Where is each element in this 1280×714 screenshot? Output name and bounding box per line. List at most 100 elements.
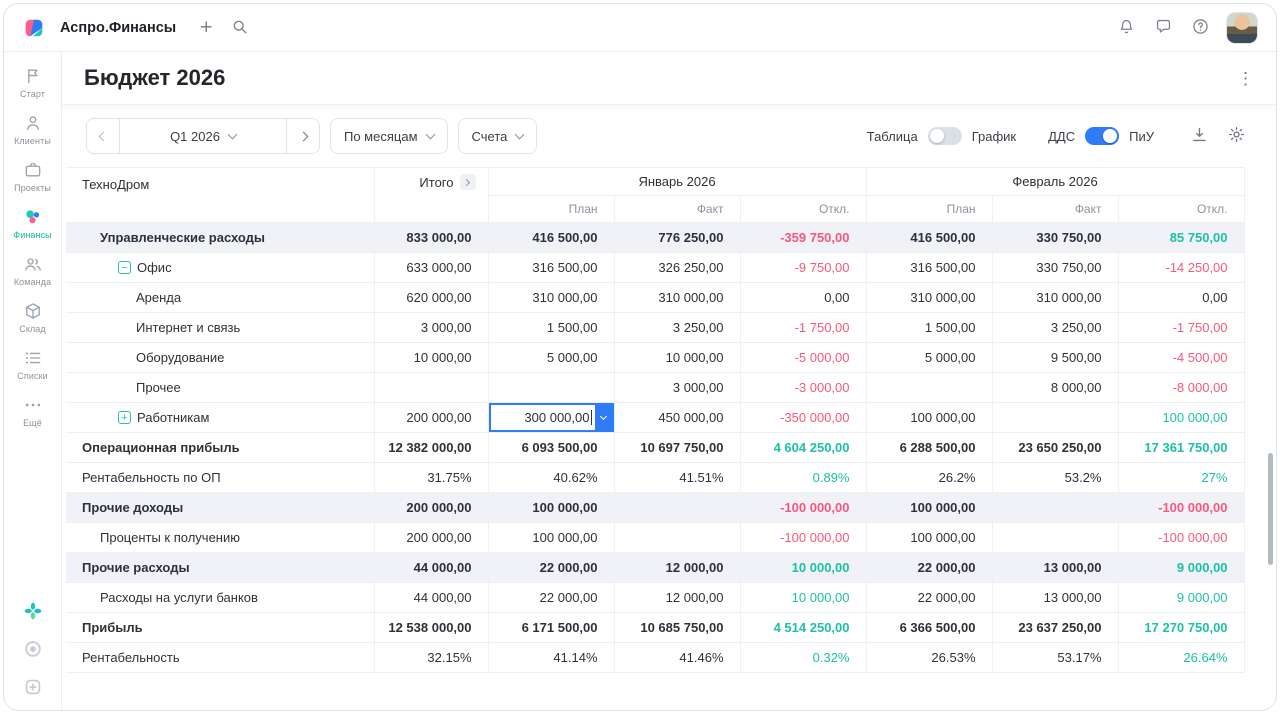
messages-button[interactable] [1152,15,1175,41]
sidebar-item-projects[interactable]: Проекты [6,154,60,199]
budget-cell[interactable] [374,372,489,403]
budget-cell[interactable] [992,402,1119,433]
sidebar-item-sklad[interactable]: Склад [6,295,60,340]
budget-cell[interactable]: 6 288 500,00 [866,432,993,463]
budget-cell[interactable]: 310 000,00 [866,282,993,313]
budget-cell[interactable]: 27% [1118,462,1245,493]
sidebar-item-more[interactable]: Ещё [6,389,60,434]
budget-cell[interactable]: 200 000,00 [374,402,489,433]
budget-cell[interactable]: 5 000,00 [866,342,993,373]
budget-cell[interactable]: 620 000,00 [374,282,489,313]
budget-cell[interactable]: 12 000,00 [614,552,741,583]
page-menu-button[interactable]: ⋮ [1237,70,1254,87]
budget-cell[interactable]: -14 250,00 [1118,252,1245,283]
budget-cell[interactable]: 416 500,00 [866,222,993,253]
budget-cell[interactable] [992,492,1119,523]
help-button[interactable] [1189,15,1212,41]
budget-cell[interactable]: 23 650 250,00 [992,432,1119,463]
budget-cell[interactable]: 0.32% [740,642,867,673]
view-toggle[interactable] [927,127,962,145]
budget-cell[interactable]: 26.64% [1118,642,1245,673]
budget-cell[interactable]: 100 000,00 [866,492,993,523]
budget-cell[interactable]: 0.89% [740,462,867,493]
budget-cell[interactable]: 776 250,00 [614,222,741,253]
budget-cell[interactable]: 53.17% [992,642,1119,673]
budget-cell[interactable] [488,372,615,403]
budget-cell[interactable]: 6 366 500,00 [866,612,993,643]
budget-cell[interactable]: 22 000,00 [866,552,993,583]
expand-row-button[interactable]: + [118,411,131,424]
budget-cell[interactable]: 10 000,00 [374,342,489,373]
budget-cell[interactable]: 100 000,00 [866,402,993,433]
budget-cell[interactable]: 17 270 750,00 [1118,612,1245,643]
budget-cell[interactable]: 10 000,00 [614,342,741,373]
budget-cell[interactable]: 300 000,00 [488,402,615,433]
settings-button[interactable] [1223,121,1250,151]
budget-cell[interactable]: 8 000,00 [992,372,1119,403]
budget-cell[interactable]: 6 093 500,00 [488,432,615,463]
budget-cell[interactable]: -5 000,00 [740,342,867,373]
budget-cell[interactable]: -3 000,00 [740,372,867,403]
budget-cell[interactable]: 3 000,00 [374,312,489,343]
vertical-scrollbar[interactable] [1268,453,1273,565]
budget-cell[interactable]: 10 000,00 [740,582,867,613]
budget-cell[interactable]: 13 000,00 [992,582,1119,613]
budget-cell[interactable]: 10 685 750,00 [614,612,741,643]
budget-cell[interactable]: 0,00 [1118,282,1245,313]
budget-cell[interactable]: 833 000,00 [374,222,489,253]
sidebar-item-clients[interactable]: Клиенты [6,107,60,152]
budget-cell[interactable]: 310 000,00 [992,282,1119,313]
budget-cell[interactable]: 330 750,00 [992,222,1119,253]
budget-cell[interactable]: 41.14% [488,642,615,673]
user-avatar[interactable] [1226,11,1258,44]
budget-cell[interactable]: -100 000,00 [1118,492,1245,523]
budget-cell[interactable]: 316 500,00 [488,252,615,283]
budget-cell[interactable]: 32.15% [374,642,489,673]
budget-cell[interactable]: -4 500,00 [1118,342,1245,373]
budget-cell[interactable]: -1 750,00 [740,312,867,343]
budget-cell[interactable]: 6 171 500,00 [488,612,615,643]
prev-period-button[interactable] [87,119,119,153]
budget-cell[interactable]: 44 000,00 [374,552,489,583]
sidebar-item-team[interactable]: Команда [6,248,60,293]
report-toggle[interactable] [1085,127,1120,145]
budget-cell[interactable]: -9 750,00 [740,252,867,283]
sidebar-item-lists[interactable]: Списки [6,342,60,387]
budget-cell[interactable]: 9 000,00 [1118,552,1245,583]
budget-cell[interactable]: 41.51% [614,462,741,493]
cell-dropdown-button[interactable] [594,405,612,430]
group-by-select[interactable]: По месяцам [330,118,448,154]
expand-total-column-button[interactable] [459,174,476,190]
budget-cell[interactable]: 200 000,00 [374,492,489,523]
product-square-icon[interactable] [22,676,44,698]
create-button[interactable]: + [198,17,214,39]
product-circle-icon[interactable] [22,638,44,660]
next-period-button[interactable] [287,119,319,153]
budget-cell[interactable]: 10 697 750,00 [614,432,741,463]
budget-cell[interactable]: 200 000,00 [374,522,489,553]
budget-cell[interactable]: 450 000,00 [614,402,741,433]
budget-cell[interactable]: 12 538 000,00 [374,612,489,643]
budget-cell[interactable]: 31.75% [374,462,489,493]
budget-cell[interactable] [614,492,741,523]
budget-cell[interactable]: 22 000,00 [488,552,615,583]
period-select[interactable]: Q1 2026 [119,119,287,153]
sidebar-item-start[interactable]: Старт [6,60,60,105]
budget-cell[interactable]: 310 000,00 [488,282,615,313]
budget-cell[interactable]: -350 000,00 [740,402,867,433]
budget-cell[interactable]: 4 514 250,00 [740,612,867,643]
budget-cell[interactable]: 40.62% [488,462,615,493]
budget-cell[interactable]: 100 000,00 [866,522,993,553]
search-button[interactable] [228,15,251,41]
budget-cell[interactable]: 12 382 000,00 [374,432,489,463]
budget-cell[interactable]: -100 000,00 [740,522,867,553]
accounts-select[interactable]: Счета [457,118,538,154]
budget-cell[interactable] [992,522,1119,553]
budget-cell[interactable]: 22 000,00 [488,582,615,613]
budget-cell[interactable]: 100 000,00 [1118,402,1245,433]
budget-cell[interactable]: 22 000,00 [866,582,993,613]
budget-cell[interactable]: 85 750,00 [1118,222,1245,253]
budget-cell[interactable]: 3 250,00 [614,312,741,343]
cell-editor[interactable]: 300 000,00 [488,403,614,432]
collapse-row-button[interactable]: − [118,261,131,274]
